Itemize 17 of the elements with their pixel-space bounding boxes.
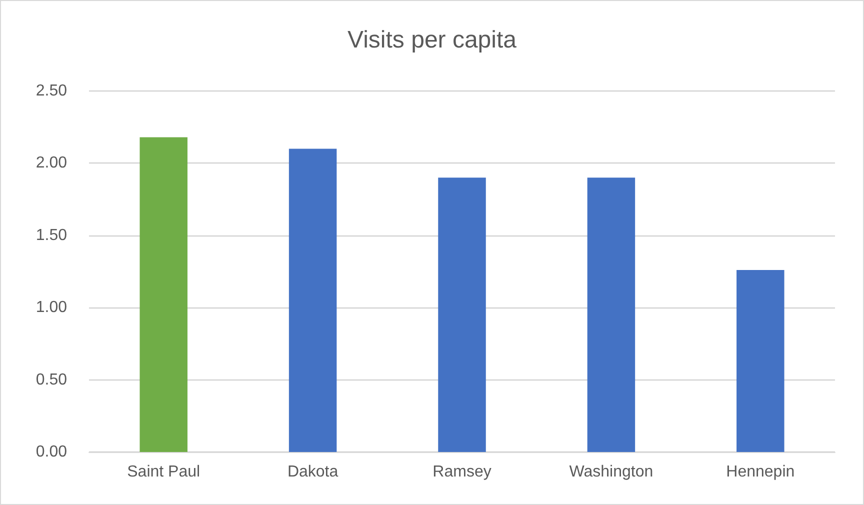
x-tick-label: Ramsey bbox=[432, 464, 492, 480]
y-tick-label: 0.00 bbox=[36, 444, 68, 460]
y-tick-label: 2.00 bbox=[36, 154, 68, 172]
x-tick-label: Washington bbox=[569, 464, 654, 480]
x-tick-label: Dakota bbox=[287, 464, 338, 480]
x-tick-label: Saint Paul bbox=[127, 464, 200, 480]
bar bbox=[587, 178, 636, 452]
y-tick-label: 1.50 bbox=[36, 226, 68, 244]
y-tick-label: 2.50 bbox=[36, 82, 68, 100]
x-tick-label: Hennepin bbox=[726, 464, 795, 480]
bar bbox=[736, 270, 784, 452]
bar bbox=[438, 178, 486, 452]
y-tick-label: 0.50 bbox=[36, 371, 68, 388]
chart-title: Visits per capita bbox=[348, 26, 518, 54]
y-tick-label: 1.00 bbox=[36, 299, 68, 316]
bar bbox=[140, 137, 188, 452]
bar bbox=[288, 148, 337, 452]
